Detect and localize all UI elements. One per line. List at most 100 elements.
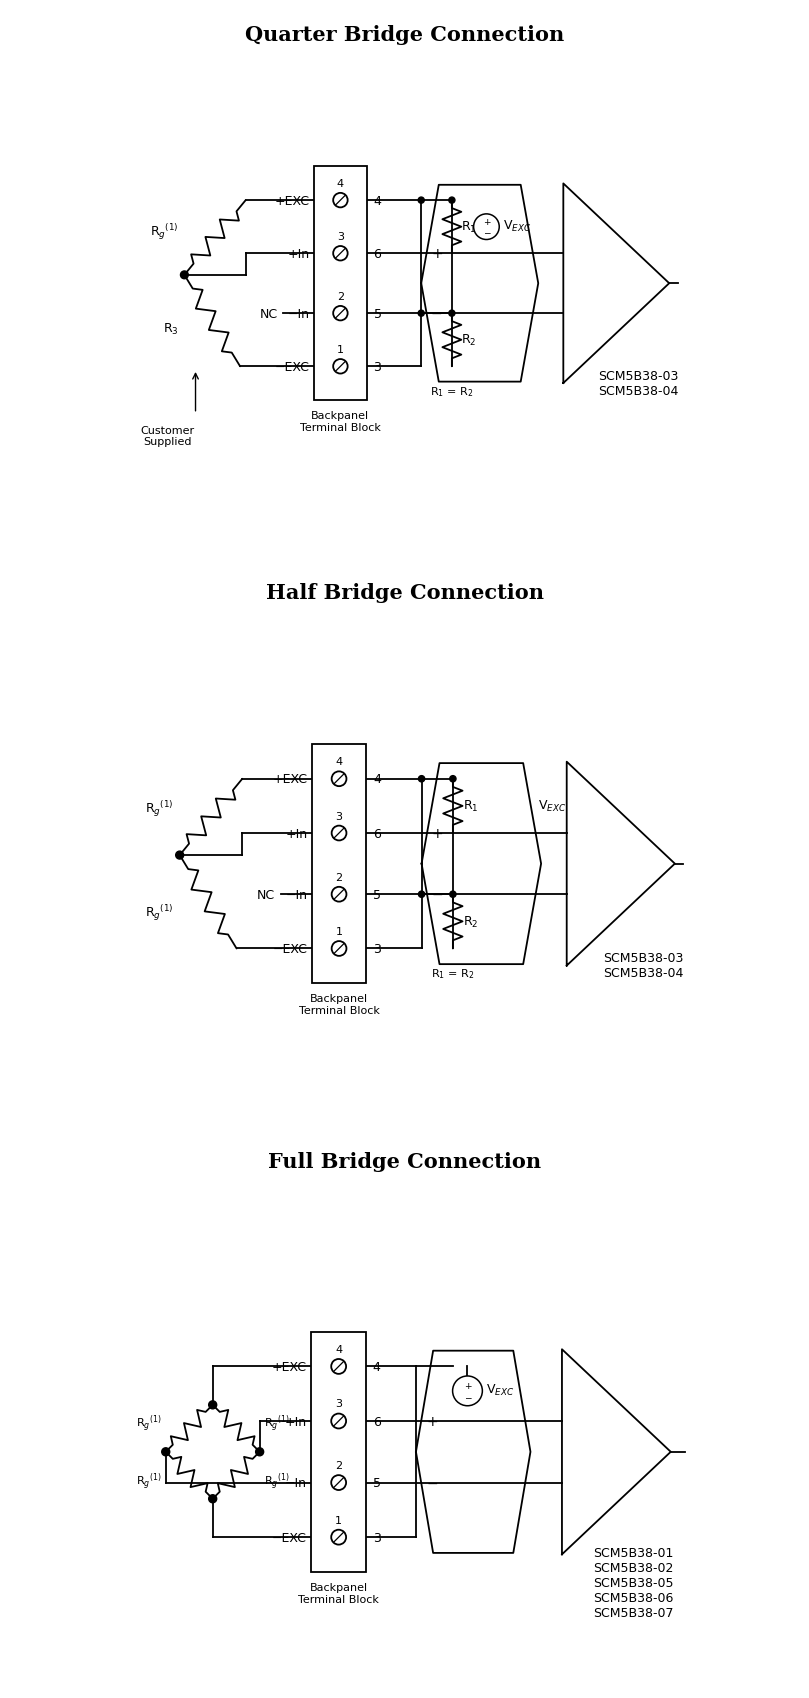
Circle shape (256, 1448, 264, 1455)
Text: 4: 4 (336, 757, 342, 767)
Text: 5: 5 (373, 888, 381, 902)
Text: 6: 6 (374, 248, 382, 260)
Text: +EXC: +EXC (274, 195, 310, 207)
Circle shape (333, 360, 348, 374)
Text: R$_1$: R$_1$ (461, 221, 477, 234)
Text: +In: +In (285, 1414, 307, 1428)
Text: NC: NC (257, 888, 275, 902)
Bar (314, 166, 367, 401)
Text: −: − (426, 1476, 438, 1489)
Text: +: + (432, 827, 443, 841)
Text: Quarter Bridge Connection: Quarter Bridge Connection (245, 25, 564, 46)
Text: V$_{EXC}$: V$_{EXC}$ (503, 219, 532, 233)
Text: 3: 3 (373, 942, 381, 956)
Text: V$_{EXC}$: V$_{EXC}$ (538, 798, 566, 813)
Text: SCM5B38-01
SCM5B38-02
SCM5B38-05
SCM5B38-06
SCM5B38-07: SCM5B38-01 SCM5B38-02 SCM5B38-05 SCM5B38… (594, 1545, 674, 1618)
Circle shape (176, 852, 184, 859)
Text: 1: 1 (337, 345, 344, 355)
Text: 1: 1 (336, 927, 342, 936)
Bar (312, 745, 366, 983)
Text: +In: +In (287, 248, 310, 260)
Text: SCM5B38-03
SCM5B38-04: SCM5B38-03 SCM5B38-04 (604, 953, 684, 980)
Text: R$_2$: R$_2$ (463, 914, 478, 929)
Circle shape (331, 1476, 346, 1491)
Text: 4: 4 (373, 1360, 380, 1374)
Text: 5: 5 (374, 307, 382, 321)
Circle shape (418, 311, 424, 318)
Text: +EXC: +EXC (273, 773, 307, 786)
Text: +EXC: +EXC (272, 1360, 307, 1374)
Text: 4: 4 (335, 1345, 342, 1353)
Text: −EXC: −EXC (274, 360, 310, 374)
Text: R$_2$: R$_2$ (461, 333, 477, 348)
Circle shape (333, 194, 348, 209)
Text: R$_g$$^{(1)}$: R$_g$$^{(1)}$ (265, 1413, 290, 1433)
Text: Customer
Supplied: Customer Supplied (141, 426, 195, 447)
Text: R$_g$$^{(1)}$: R$_g$$^{(1)}$ (136, 1470, 161, 1491)
Text: R$_g$$^{(1)}$: R$_g$$^{(1)}$ (136, 1413, 161, 1433)
Text: 3: 3 (373, 1532, 380, 1543)
Text: 2: 2 (335, 1460, 342, 1470)
Circle shape (333, 246, 348, 261)
Text: −: − (464, 1392, 471, 1401)
Text: 4: 4 (374, 195, 382, 207)
Text: R$_g$$^{(1)}$: R$_g$$^{(1)}$ (265, 1470, 290, 1491)
Text: 2: 2 (336, 873, 342, 883)
Text: +: + (426, 1414, 438, 1428)
Circle shape (162, 1448, 170, 1455)
Text: 4: 4 (373, 773, 381, 786)
Text: 6: 6 (373, 1414, 380, 1428)
Text: V$_{EXC}$: V$_{EXC}$ (486, 1382, 515, 1397)
Text: R$_g$$^{(1)}$: R$_g$$^{(1)}$ (146, 903, 174, 922)
Text: R$_3$: R$_3$ (163, 323, 179, 338)
Text: Backpanel
Terminal Block: Backpanel Terminal Block (299, 993, 379, 1015)
Text: +: + (483, 217, 490, 228)
Circle shape (209, 1401, 217, 1409)
Text: NC: NC (260, 307, 277, 321)
Circle shape (450, 891, 456, 898)
Text: −In: −In (286, 888, 307, 902)
Text: 3: 3 (337, 233, 344, 241)
Text: +: + (431, 248, 443, 261)
Circle shape (331, 1414, 346, 1428)
Text: 1: 1 (335, 1515, 342, 1525)
Text: 3: 3 (336, 812, 342, 822)
Circle shape (180, 272, 188, 280)
Text: +In: +In (286, 827, 307, 841)
Text: R$_g$$^{(1)}$: R$_g$$^{(1)}$ (146, 800, 174, 818)
Text: −: − (483, 228, 490, 238)
Text: −EXC: −EXC (272, 1532, 307, 1543)
Text: 6: 6 (373, 827, 381, 841)
Circle shape (418, 199, 424, 204)
Circle shape (449, 311, 455, 318)
Text: −: − (431, 307, 443, 321)
Circle shape (450, 776, 456, 783)
Text: Half Bridge Connection: Half Bridge Connection (265, 582, 544, 603)
Text: R$_g$$^{(1)}$: R$_g$$^{(1)}$ (150, 222, 179, 241)
Circle shape (332, 827, 346, 841)
Circle shape (209, 1494, 217, 1503)
Circle shape (331, 1358, 346, 1374)
Text: −In: −In (285, 1476, 307, 1489)
Circle shape (332, 941, 346, 956)
Circle shape (449, 199, 455, 204)
Circle shape (473, 214, 499, 241)
Text: 3: 3 (374, 360, 382, 374)
Text: Backpanel
Terminal Block: Backpanel Terminal Block (300, 411, 381, 433)
Circle shape (331, 1530, 346, 1545)
Circle shape (418, 776, 425, 783)
Text: R$_1$: R$_1$ (463, 798, 478, 813)
Text: −In: −In (287, 307, 310, 321)
Circle shape (418, 891, 425, 898)
Text: R$_1$ = R$_2$: R$_1$ = R$_2$ (430, 385, 473, 399)
Text: R$_1$ = R$_2$: R$_1$ = R$_2$ (431, 968, 475, 981)
Text: SCM5B38-03
SCM5B38-04: SCM5B38-03 SCM5B38-04 (599, 370, 679, 397)
Circle shape (333, 307, 348, 321)
Text: 3: 3 (335, 1399, 342, 1409)
Text: +: + (464, 1380, 471, 1391)
Text: 4: 4 (337, 178, 344, 188)
Text: −: − (432, 888, 443, 902)
Text: 2: 2 (337, 292, 344, 302)
Bar (311, 1331, 366, 1572)
Text: 5: 5 (373, 1476, 381, 1489)
